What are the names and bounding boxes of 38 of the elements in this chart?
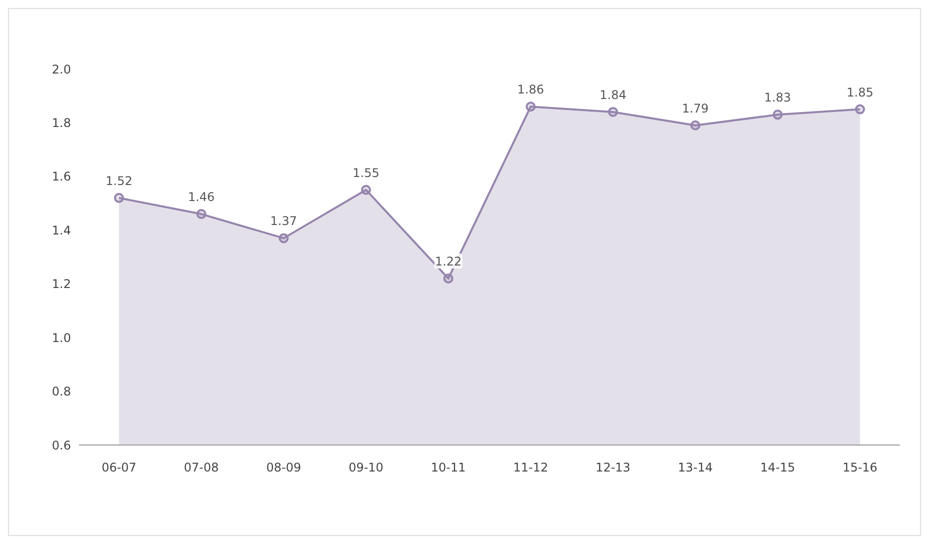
y-tick-label: 1.4 (52, 223, 71, 238)
data-label: 1.22 (434, 254, 462, 268)
data-label: 1.86 (517, 82, 544, 97)
y-tick-label: 2.0 (52, 62, 71, 76)
x-tick-label: 08-09 (266, 460, 302, 475)
x-tick-label: 10-11 (430, 460, 466, 475)
x-tick-label: 14-15 (760, 460, 796, 475)
x-tick-label: 07-08 (184, 460, 219, 475)
data-label: 1.52 (106, 174, 132, 188)
data-label: 1.85 (846, 85, 874, 100)
point (526, 102, 536, 112)
point (772, 110, 783, 120)
x-tick-label: 09-10 (348, 460, 384, 475)
point (855, 104, 865, 114)
y-tick-label: 1.2 (52, 277, 71, 292)
data-label: 1.83 (764, 90, 792, 105)
x-tick-label: 06-07 (102, 460, 136, 475)
data-label: 1.37 (270, 214, 298, 228)
y-tick-label: 0.6 (52, 438, 71, 452)
point (361, 184, 371, 195)
point (690, 120, 700, 130)
x-tick-label: 12-13 (596, 460, 630, 475)
point (278, 233, 289, 244)
y-tick-label: 0.8 (52, 384, 71, 399)
data-label: 1.84 (600, 88, 626, 102)
data-label: 1.55 (352, 166, 380, 180)
point (196, 209, 206, 220)
point (114, 192, 124, 203)
x-tick-label: 13-14 (678, 460, 713, 475)
point (443, 273, 454, 284)
point (608, 106, 618, 117)
x-tick-label: 11-12 (513, 460, 548, 475)
data-label: 1.79 (682, 101, 709, 116)
y-tick-label: 1.8 (52, 116, 71, 130)
data-label: 1.46 (188, 190, 215, 204)
y-tick-label: 1.6 (52, 170, 71, 184)
x-tick-label: 15-16 (842, 460, 878, 475)
y-tick-label: 1.0 (52, 330, 71, 345)
